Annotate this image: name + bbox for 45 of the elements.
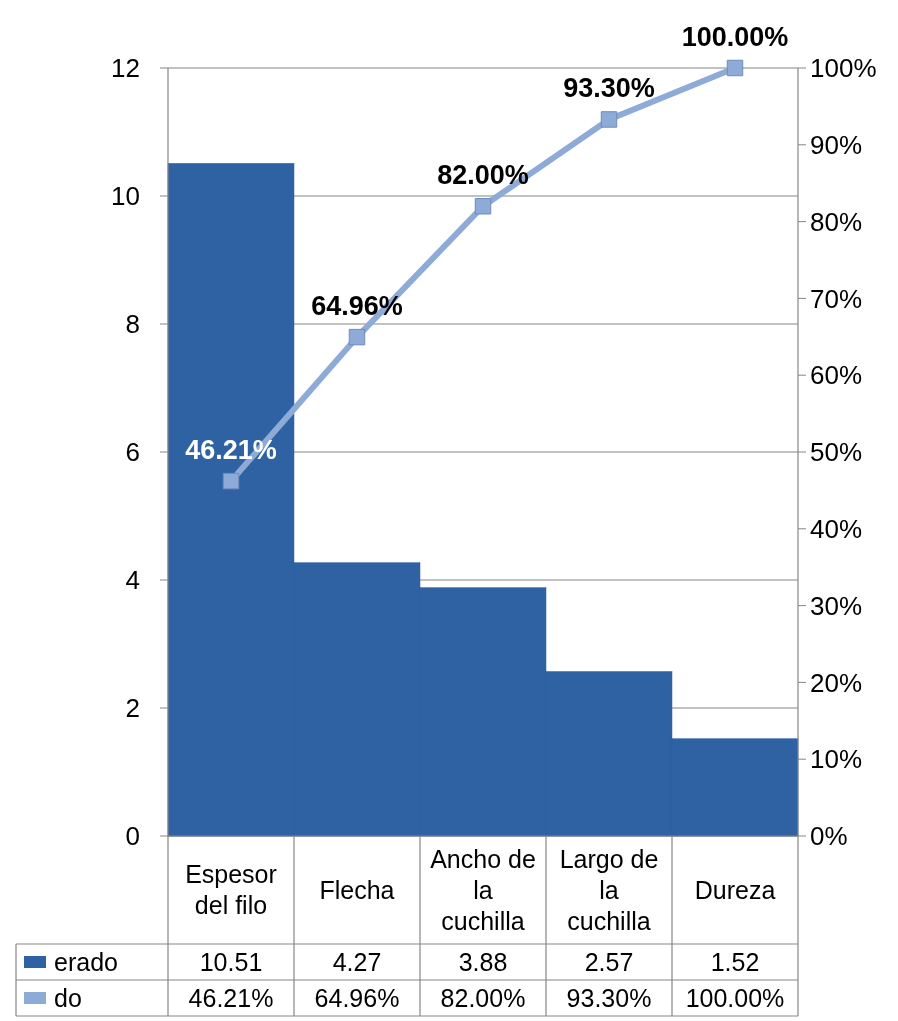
data-label: 4.27: [332, 947, 382, 976]
point: [222, 472, 240, 490]
data-label: 93.30%: [566, 983, 652, 1012]
y-tick-label: 12: [111, 53, 140, 84]
data-label: 100.00%: [685, 983, 785, 1012]
text: 82.00%: [437, 160, 529, 191]
legend-label: do: [54, 983, 82, 1012]
y2-tick-label: 100%: [810, 53, 877, 84]
point: [726, 59, 744, 77]
text: 93.30%: [563, 73, 655, 104]
y2-tick-label: 10%: [810, 744, 863, 775]
y2-tick-label: 90%: [810, 129, 863, 160]
x-tick-label: Dureza: [694, 875, 776, 904]
y2-tick-label: 30%: [810, 590, 863, 621]
x-tick-label: Espesor del filo: [185, 860, 277, 920]
y2-tick-label: 20%: [810, 667, 863, 698]
data-label: 1.52: [710, 947, 760, 976]
y-tick-label: 8: [125, 309, 140, 340]
y-tick-label: 10: [111, 181, 140, 212]
text: 100.00%: [681, 22, 789, 52]
data-label: 46.21%: [188, 983, 274, 1012]
y-tick-label: 6: [125, 437, 140, 468]
legend-label: erado: [54, 947, 118, 976]
y-tick-label: 4: [125, 565, 140, 596]
y2-tick-label: 60%: [810, 360, 863, 391]
y2-tick-label: 50%: [810, 437, 863, 468]
y2-tick-label: 80%: [810, 206, 863, 237]
point: [348, 328, 366, 346]
point: [474, 197, 492, 215]
data-label: 2.57: [584, 947, 634, 976]
y2-tick-label: 0%: [810, 821, 848, 852]
data-label: 3.88: [458, 947, 508, 976]
data-label: 82.00%: [440, 983, 526, 1012]
y-tick-label: 0: [125, 821, 140, 852]
y-tick-label: 2: [125, 693, 140, 724]
y2-tick-label: 70%: [810, 283, 863, 314]
y2-tick-label: 40%: [810, 513, 863, 544]
data-label: 64.96%: [314, 983, 400, 1012]
x-tick-label: Flecha: [319, 875, 395, 904]
text: 64.96%: [311, 291, 403, 322]
point: [600, 111, 618, 128]
x-tick-label: Ancho de la cuchilla: [430, 844, 536, 935]
data-label: 10.51: [199, 947, 263, 976]
x-tick-label: Largo de la cuchilla: [559, 844, 659, 935]
text: 46.21%: [185, 435, 277, 466]
